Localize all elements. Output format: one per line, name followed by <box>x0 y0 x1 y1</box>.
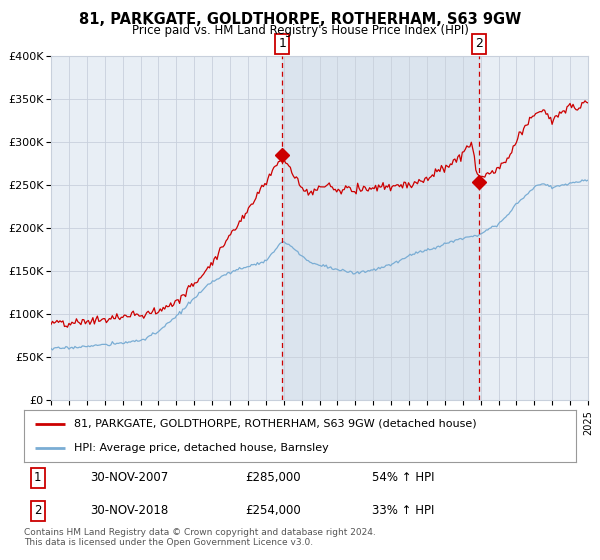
Text: £285,000: £285,000 <box>245 471 301 484</box>
Text: 30-NOV-2007: 30-NOV-2007 <box>90 471 169 484</box>
Text: £254,000: £254,000 <box>245 504 301 517</box>
Text: 54% ↑ HPI: 54% ↑ HPI <box>372 471 434 484</box>
Text: Price paid vs. HM Land Registry's House Price Index (HPI): Price paid vs. HM Land Registry's House … <box>131 24 469 36</box>
Text: Contains HM Land Registry data © Crown copyright and database right 2024.
This d: Contains HM Land Registry data © Crown c… <box>24 528 376 547</box>
Text: 81, PARKGATE, GOLDTHORPE, ROTHERHAM, S63 9GW: 81, PARKGATE, GOLDTHORPE, ROTHERHAM, S63… <box>79 12 521 27</box>
Text: 81, PARKGATE, GOLDTHORPE, ROTHERHAM, S63 9GW (detached house): 81, PARKGATE, GOLDTHORPE, ROTHERHAM, S63… <box>74 419 476 429</box>
Text: 2: 2 <box>475 38 483 50</box>
Text: 2: 2 <box>34 504 41 517</box>
Text: 30-NOV-2018: 30-NOV-2018 <box>90 504 169 517</box>
Bar <box>282 56 479 400</box>
Text: 1: 1 <box>278 38 286 50</box>
Text: 1: 1 <box>34 471 41 484</box>
Text: 33% ↑ HPI: 33% ↑ HPI <box>372 504 434 517</box>
Text: HPI: Average price, detached house, Barnsley: HPI: Average price, detached house, Barn… <box>74 443 328 453</box>
